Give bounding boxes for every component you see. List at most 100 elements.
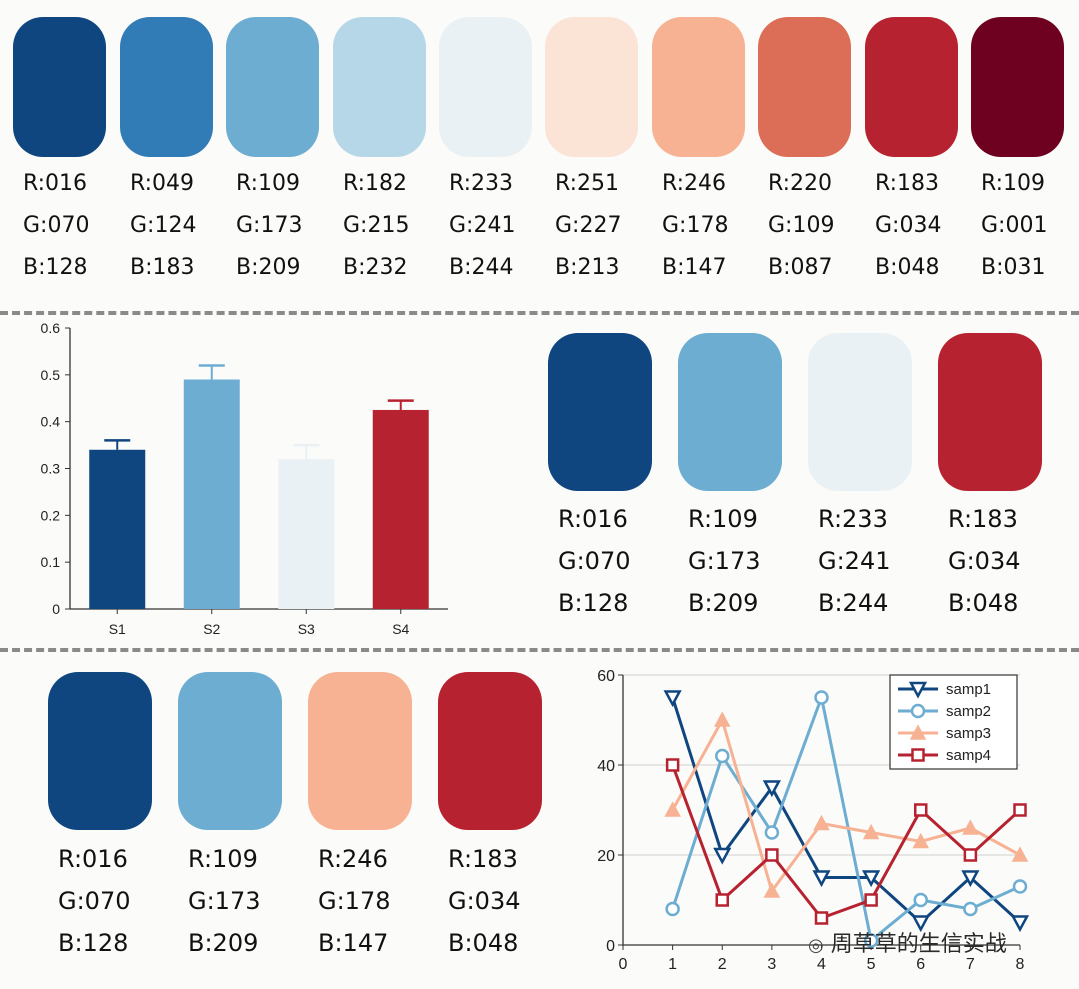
color-swatch bbox=[438, 672, 542, 830]
legend-box bbox=[889, 674, 1018, 770]
circle-marker bbox=[910, 703, 926, 719]
rgb-red-label: R:109 bbox=[188, 845, 258, 873]
y-tick-label: 40 bbox=[597, 758, 615, 775]
color-swatch bbox=[808, 333, 912, 491]
triangle-up-marker bbox=[813, 814, 830, 831]
watermark: ◎ 周草草的生信实战 bbox=[808, 926, 1007, 958]
color-swatch bbox=[333, 17, 426, 157]
rgb-blue-label: B:128 bbox=[23, 255, 88, 280]
color-swatch bbox=[548, 333, 652, 491]
legend-label: samp2 bbox=[946, 703, 991, 720]
square-marker bbox=[911, 748, 925, 762]
triangle-up-marker bbox=[862, 823, 880, 840]
rgb-green-label: G:070 bbox=[558, 547, 631, 575]
y-tick-label: 20 bbox=[597, 848, 615, 865]
rgb-red-label: R:220 bbox=[768, 171, 833, 196]
circle-marker bbox=[665, 901, 680, 917]
color-swatch bbox=[120, 17, 213, 157]
circle-marker bbox=[764, 825, 780, 840]
rgb-red-label: R:183 bbox=[875, 171, 940, 196]
color-swatch bbox=[758, 17, 851, 157]
rgb-blue-label: B:048 bbox=[875, 255, 940, 280]
rgb-red-label: R:016 bbox=[58, 845, 128, 873]
triangle-down-marker bbox=[908, 681, 928, 699]
bar bbox=[89, 449, 146, 609]
rgb-red-label: R:049 bbox=[130, 171, 195, 196]
x-tick-label: 7 bbox=[966, 956, 975, 973]
rgb-blue-label: B:048 bbox=[448, 929, 519, 957]
x-tick-label: 8 bbox=[1016, 956, 1025, 973]
rgb-red-label: R:233 bbox=[449, 171, 514, 196]
rgb-blue-label: B:209 bbox=[688, 589, 759, 617]
rgb-green-label: G:034 bbox=[875, 213, 942, 238]
triangle-up-marker bbox=[909, 724, 927, 740]
color-swatch bbox=[865, 17, 958, 157]
x-tick-label: 2 bbox=[718, 956, 727, 973]
rgb-green-label: G:070 bbox=[58, 887, 131, 915]
rgb-blue-label: B:213 bbox=[555, 255, 620, 280]
x-tick-label: S2 bbox=[203, 621, 220, 637]
series-line bbox=[671, 764, 1022, 920]
y-tick-label: 0.4 bbox=[41, 414, 61, 430]
triangle-up-marker bbox=[912, 832, 930, 849]
triangle-down-marker bbox=[911, 915, 930, 933]
y-tick-label: 0.2 bbox=[41, 507, 61, 523]
triangle-down-marker bbox=[812, 870, 831, 888]
triangle-up-marker bbox=[1011, 846, 1029, 862]
legend-label: samp4 bbox=[946, 747, 991, 764]
triangle-down-marker bbox=[762, 780, 781, 798]
triangle-up-marker bbox=[962, 819, 979, 835]
triangle-down-marker bbox=[862, 870, 881, 888]
x-tick-label: 3 bbox=[767, 956, 776, 973]
rgb-blue-label: B:031 bbox=[981, 255, 1046, 280]
rgb-blue-label: B:128 bbox=[58, 929, 129, 957]
triangle-down-marker bbox=[961, 870, 980, 888]
rgb-red-label: R:183 bbox=[448, 845, 518, 873]
circle-marker bbox=[913, 892, 928, 908]
legend-label: samp3 bbox=[946, 725, 991, 742]
rgb-red-label: R:109 bbox=[236, 171, 301, 196]
y-tick-label: 0.3 bbox=[41, 461, 61, 477]
triangle-down-marker bbox=[1010, 915, 1030, 933]
y-tick-label: 0 bbox=[606, 938, 615, 955]
rgb-red-label: R:182 bbox=[343, 171, 408, 196]
rgb-blue-label: B:128 bbox=[558, 589, 629, 617]
rgb-blue-label: B:147 bbox=[318, 929, 389, 957]
rgb-red-label: R:233 bbox=[818, 505, 888, 533]
wechat-icon: ◎ bbox=[808, 935, 824, 956]
square-marker bbox=[814, 911, 829, 925]
triangle-down-marker bbox=[663, 690, 682, 708]
color-swatch bbox=[226, 17, 319, 157]
x-tick-label: S1 bbox=[109, 621, 126, 637]
circle-marker bbox=[814, 690, 829, 705]
color-swatch bbox=[48, 672, 152, 830]
y-tick-label: 0.6 bbox=[41, 320, 61, 336]
rgb-blue-label: B:209 bbox=[236, 255, 301, 280]
square-marker bbox=[963, 848, 978, 862]
color-swatch bbox=[938, 333, 1042, 491]
series-line bbox=[671, 697, 1022, 925]
rgb-red-label: R:109 bbox=[688, 505, 758, 533]
rgb-green-label: G:241 bbox=[818, 547, 891, 575]
rgb-blue-label: B:048 bbox=[948, 589, 1019, 617]
rgb-green-label: G:124 bbox=[130, 213, 197, 238]
rgb-red-label: R:251 bbox=[555, 171, 620, 196]
color-swatch bbox=[13, 17, 106, 157]
triangle-up-marker bbox=[763, 882, 781, 898]
square-marker bbox=[765, 848, 779, 862]
circle-marker bbox=[1012, 879, 1028, 894]
square-marker bbox=[914, 803, 928, 817]
bar bbox=[372, 409, 429, 609]
circle-marker bbox=[863, 933, 879, 948]
triangle-up-marker bbox=[664, 801, 681, 817]
rgb-blue-label: B:244 bbox=[449, 255, 514, 280]
rgb-red-label: R:246 bbox=[318, 845, 388, 873]
series-line bbox=[671, 692, 1021, 944]
rgb-green-label: G:178 bbox=[318, 887, 391, 915]
rgb-blue-label: B:147 bbox=[662, 255, 727, 280]
line-chart: 0 20 40 60 0 1 2 3 4 5 6 7 8 samp1 samp2 samp3 samp4 bbox=[597, 668, 1030, 973]
rgb-green-label: G:173 bbox=[688, 547, 761, 575]
color-swatch bbox=[678, 333, 782, 491]
rgb-green-label: G:227 bbox=[555, 213, 622, 238]
rgb-red-label: R:246 bbox=[662, 171, 727, 196]
